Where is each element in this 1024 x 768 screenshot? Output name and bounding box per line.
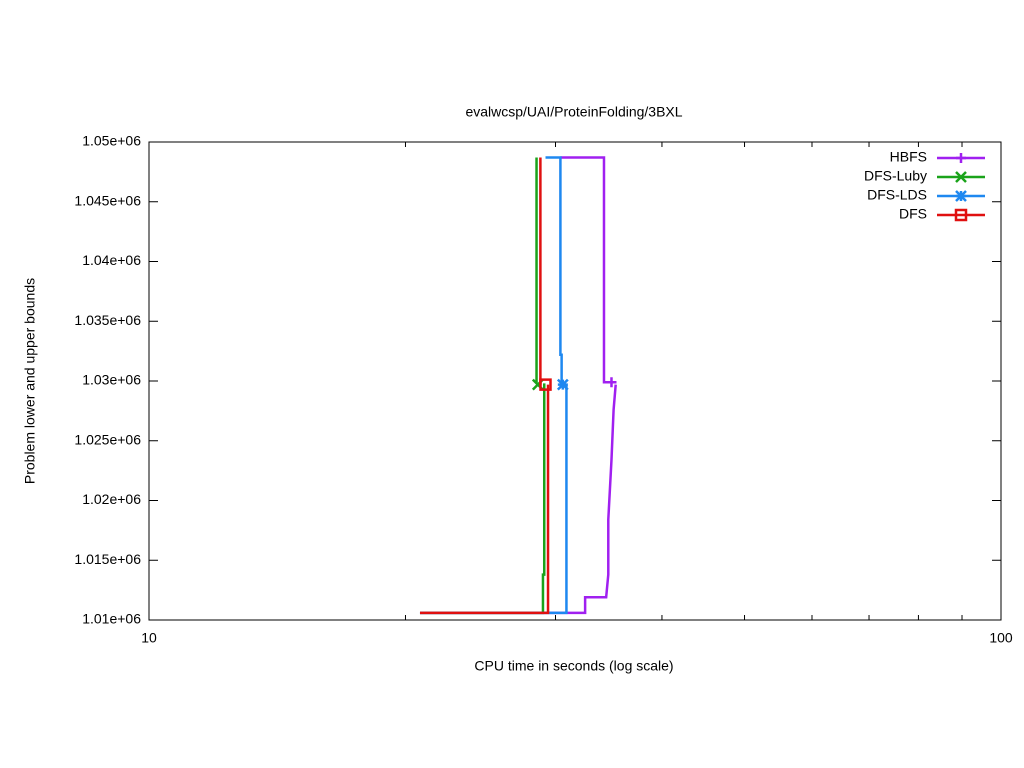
legend-label: DFS <box>899 206 927 222</box>
marker <box>956 153 966 163</box>
legend-label: HBFS <box>890 149 927 165</box>
marker <box>606 377 617 388</box>
series-line <box>419 157 546 615</box>
series-line <box>419 157 550 615</box>
marker <box>539 378 552 391</box>
y-tick-label: 1.01e+06 <box>82 611 141 627</box>
legend-label: DFS-Luby <box>864 168 927 184</box>
y-tick-label: 1.05e+06 <box>82 133 141 149</box>
y-tick-label: 1.015e+06 <box>74 551 141 567</box>
y-tick-label: 1.02e+06 <box>82 491 141 507</box>
marker <box>955 190 967 202</box>
marker <box>556 378 569 391</box>
y-tick-label: 1.03e+06 <box>82 372 141 388</box>
legend-label: DFS-LDS <box>867 187 927 203</box>
x-tick-label: 10 <box>141 630 157 646</box>
y-axis-label: Problem lower and upper bounds <box>22 278 38 484</box>
plot-frame <box>148 141 1002 621</box>
y-tick-label: 1.025e+06 <box>74 431 141 447</box>
y-tick-label: 1.04e+06 <box>82 252 141 268</box>
marker <box>954 208 968 222</box>
x-tick-label: 100 <box>989 630 1013 646</box>
series-line <box>419 156 617 615</box>
marker <box>955 171 967 183</box>
y-tick-label: 1.045e+06 <box>74 192 141 208</box>
x-axis-label: CPU time in seconds (log scale) <box>474 658 673 674</box>
chart-title: evalwcsp/UAI/ProteinFolding/3BXL <box>465 104 682 120</box>
y-tick-label: 1.035e+06 <box>74 312 141 328</box>
